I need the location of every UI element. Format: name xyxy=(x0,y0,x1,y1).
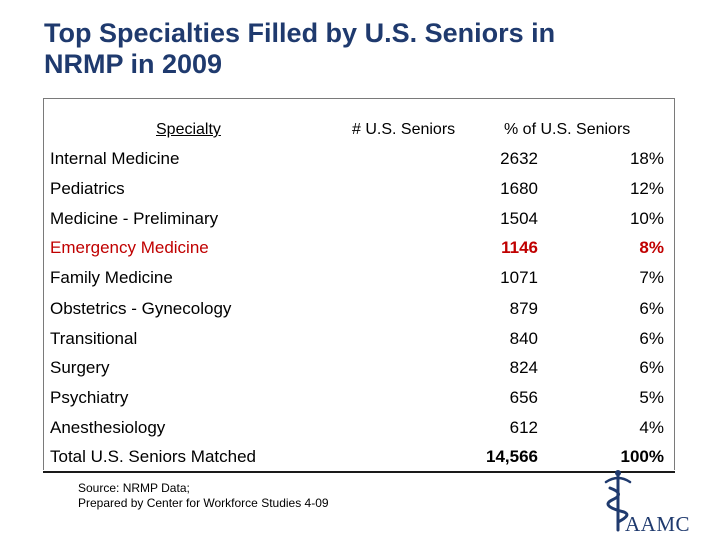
table-row-highlighted: Emergency Medicine 1146 8% xyxy=(50,234,670,263)
page-title: Top Specialties Filled by U.S. Seniors i… xyxy=(44,18,704,80)
row-percent: 5% xyxy=(639,388,664,407)
table-row: Surgery 824 6% xyxy=(50,354,670,383)
row-specialty: Transitional xyxy=(50,329,138,348)
row-specialty: Internal Medicine xyxy=(50,149,180,168)
row-specialty: Surgery xyxy=(50,358,110,377)
row-specialty: Medicine - Preliminary xyxy=(50,209,219,228)
header-specialty: Specialty xyxy=(156,121,221,138)
row-percent: 4% xyxy=(639,418,664,437)
row-percent: 6% xyxy=(639,358,664,377)
row-specialty: Emergency Medicine xyxy=(50,238,209,257)
total-count: 14,566 xyxy=(486,447,538,466)
row-count: 824 xyxy=(509,358,538,377)
row-count: 656 xyxy=(509,388,538,407)
table-row: Medicine - Preliminary 1504 10% xyxy=(50,205,670,234)
row-specialty: Family Medicine xyxy=(50,268,173,287)
source-line-1: Source: NRMP Data; xyxy=(78,481,190,495)
row-percent: 6% xyxy=(639,299,664,318)
row-count: 1680 xyxy=(500,179,538,198)
table-row: Anesthesiology 612 4% xyxy=(50,414,670,443)
row-specialty: Anesthesiology xyxy=(50,418,166,437)
row-percent: 12% xyxy=(629,179,664,198)
header-percent: % of U.S. Seniors xyxy=(504,121,631,138)
table-row: Internal Medicine 2632 18% xyxy=(50,145,670,174)
total-label: Total U.S. Seniors Matched xyxy=(50,447,256,466)
title-line-1: Top Specialties Filled by U.S. Seniors i… xyxy=(44,18,556,48)
caduceus-icon xyxy=(604,470,632,532)
table-bottom-rule xyxy=(43,471,675,473)
row-specialty: Psychiatry xyxy=(50,388,129,407)
row-count: 1071 xyxy=(500,268,538,287)
row-percent: 18% xyxy=(629,149,664,168)
row-count: 1504 xyxy=(500,209,538,228)
aamc-logo-text: AAMC xyxy=(625,512,691,536)
header-count: # U.S. Seniors xyxy=(352,121,456,138)
table-row: Psychiatry 656 5% xyxy=(50,384,670,413)
row-specialty: Obstetrics - Gynecology xyxy=(50,299,232,318)
table-frame xyxy=(43,98,675,470)
row-percent: 6% xyxy=(639,329,664,348)
row-count: 1146 xyxy=(501,238,538,257)
source-note: Source: NRMP Data; Prepared by Center fo… xyxy=(78,481,329,511)
row-count: 840 xyxy=(509,329,538,348)
row-count: 2632 xyxy=(500,149,538,168)
row-percent: 10% xyxy=(629,209,664,228)
table-row: Obstetrics - Gynecology 879 6% xyxy=(50,295,670,324)
table-row: Family Medicine 1071 7% xyxy=(50,264,670,293)
table-total-row: Total U.S. Seniors Matched 14,566 100% xyxy=(50,443,670,472)
table-row: Pediatrics 1680 12% xyxy=(50,175,670,204)
row-percent: 7% xyxy=(639,268,664,287)
row-count: 879 xyxy=(509,299,538,318)
row-specialty: Pediatrics xyxy=(50,179,125,198)
table-row: Transitional 840 6% xyxy=(50,325,670,354)
row-count: 612 xyxy=(509,418,538,437)
row-percent: 8% xyxy=(639,238,664,257)
title-line-2: NRMP in 2009 xyxy=(44,49,223,79)
source-line-2: Prepared by Center for Workforce Studies… xyxy=(78,496,329,510)
total-percent: 100% xyxy=(620,447,664,466)
